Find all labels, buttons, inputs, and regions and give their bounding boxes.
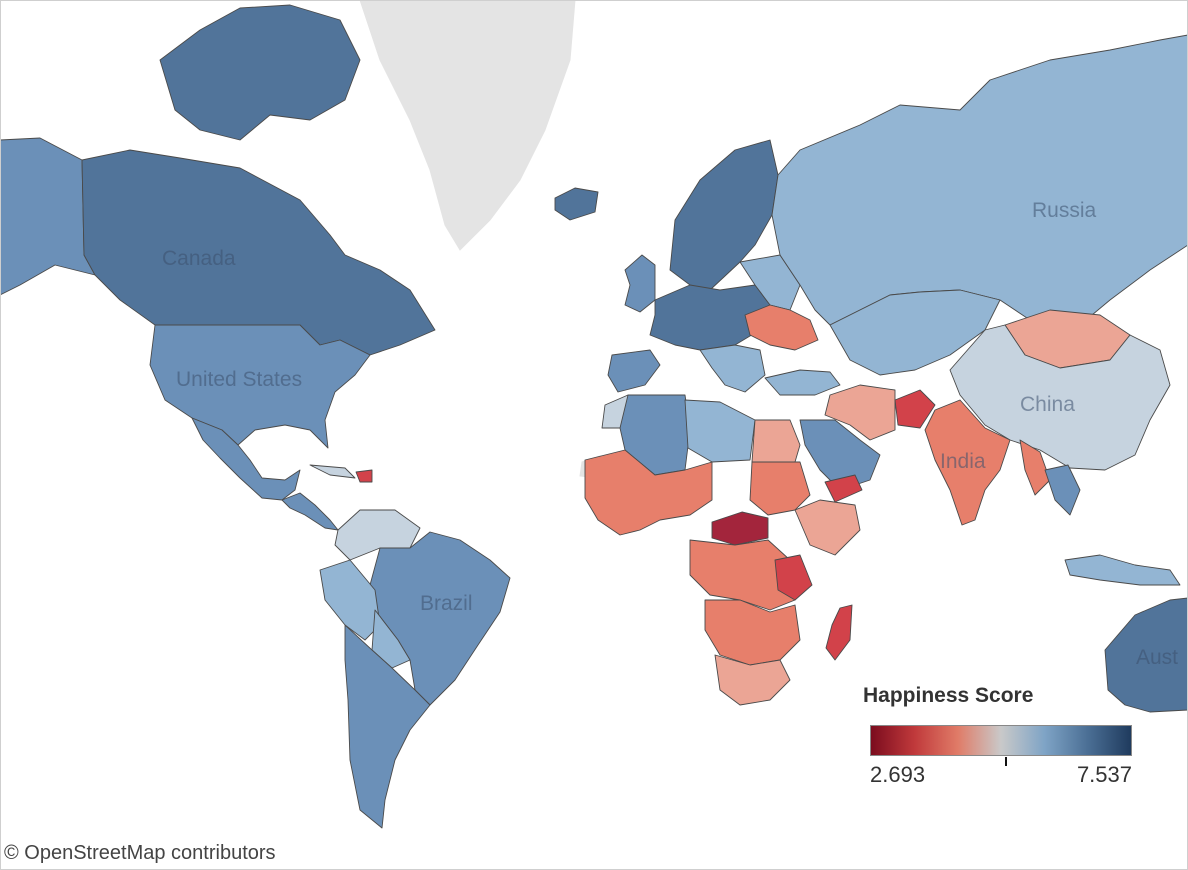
cuba[interactable]	[309, 464, 356, 479]
iberia[interactable]	[607, 349, 661, 393]
arctic-islands[interactable]	[159, 4, 361, 141]
west-africa[interactable]	[584, 449, 713, 536]
egypt[interactable]	[751, 419, 801, 463]
southern-africa[interactable]	[704, 599, 801, 666]
argentina-chile[interactable]	[344, 624, 431, 829]
india[interactable]	[924, 399, 1011, 526]
china[interactable]	[949, 324, 1171, 471]
australia[interactable]	[1104, 597, 1188, 713]
legend: Happiness Score 2.693 7.537	[862, 682, 1137, 792]
kazakhstan-central-asia[interactable]	[829, 289, 1001, 376]
turkey[interactable]	[764, 369, 841, 396]
legend-tick-mark	[1004, 757, 1007, 766]
peru[interactable]	[319, 559, 381, 641]
italy-balkans[interactable]	[699, 344, 766, 393]
iceland[interactable]	[554, 187, 599, 221]
central-african-republic[interactable]	[711, 511, 769, 546]
russia[interactable]	[771, 34, 1188, 326]
western-europe[interactable]	[649, 284, 771, 351]
greenland[interactable]	[359, 0, 576, 251]
indonesia[interactable]	[1064, 554, 1181, 586]
legend-color-ramp	[870, 725, 1132, 756]
legend-min-value: 2.693	[870, 762, 926, 787]
ukraine[interactable]	[744, 304, 819, 351]
haiti[interactable]	[355, 469, 373, 483]
map-attribution[interactable]: © OpenStreetMap contributors	[4, 842, 276, 864]
afghanistan[interactable]	[894, 389, 936, 429]
central-america[interactable]	[281, 492, 339, 531]
united-states[interactable]	[149, 324, 371, 449]
legend-title: Happiness Score	[863, 684, 1034, 707]
yemen[interactable]	[824, 474, 863, 503]
southeast-asia[interactable]	[1044, 464, 1081, 516]
south-africa[interactable]	[714, 654, 791, 706]
madagascar[interactable]	[825, 604, 853, 661]
uk[interactable]	[624, 254, 656, 313]
central-africa[interactable]	[689, 539, 796, 611]
mexico[interactable]	[191, 417, 301, 501]
legend-max-value: 7.537	[1076, 762, 1132, 787]
sudan[interactable]	[749, 461, 811, 516]
saudi-arabia[interactable]	[799, 419, 881, 491]
middle-east[interactable]	[824, 384, 896, 441]
bolivia[interactable]	[371, 609, 411, 669]
myanmar[interactable]	[1019, 439, 1051, 496]
canada[interactable]	[81, 149, 436, 356]
alaska[interactable]	[0, 137, 96, 296]
ethiopia-horn[interactable]	[794, 499, 861, 556]
libya[interactable]	[684, 399, 756, 463]
tanzania[interactable]	[774, 554, 813, 601]
